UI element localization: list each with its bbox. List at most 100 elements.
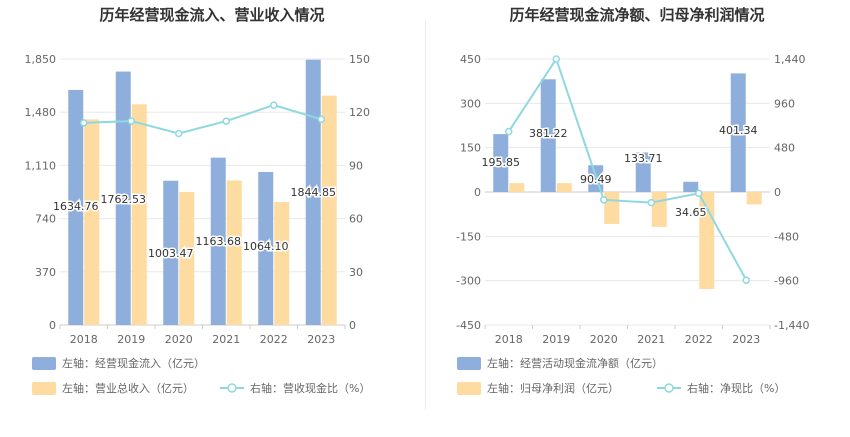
right-bar-primary — [683, 181, 699, 192]
left-data-label: 1634.76 — [53, 200, 99, 213]
left-ratio-point — [127, 117, 135, 125]
left-data-label: 1762.53 — [101, 193, 147, 206]
right-y-left-tick: 0 — [474, 186, 481, 199]
chart-panel-right: 历年经营现金流净额、归母净利润情况 -450 -300 -150 0 150 300 450 -… — [425, 0, 850, 437]
left-x-tick-label: 2020 — [165, 333, 193, 346]
left-y-left-tick: 370 — [35, 266, 56, 279]
right-legend-swatch-point — [664, 383, 674, 393]
left-ratio-point — [175, 129, 183, 138]
left-legend-label: 右轴：营收现金比（%） — [250, 381, 370, 395]
left-bar-secondary — [226, 180, 242, 325]
left-data-label: 1163.68 — [196, 235, 242, 248]
right-bar-secondary — [651, 192, 667, 227]
left-legend-swatch-point — [227, 383, 237, 393]
left-bar-secondary — [274, 202, 290, 325]
right-bar-primary — [730, 73, 746, 192]
right-y-right-tick: -960 — [774, 275, 799, 288]
right-legend-swatch — [457, 382, 481, 395]
left-y-left-tick: 1,480 — [25, 106, 57, 119]
left-y-right-tick: 30 — [349, 266, 363, 279]
chart-panel-left: 历年经营现金流入、营业收入情况 0 370 740 1,110 1,480 1,850 0 30… — [25, 6, 370, 395]
left-legend-swatch — [32, 357, 56, 370]
right-y-left-tick: -300 — [456, 275, 481, 288]
right-y-left-tick: -450 — [456, 319, 481, 332]
left-y-left-tick: 1,850 — [25, 53, 57, 66]
left-data-label: 1003.47 — [148, 247, 194, 260]
right-y-left-tick: 450 — [460, 53, 481, 66]
left-bar-primary — [115, 71, 131, 325]
left-y-left-tick: 0 — [49, 319, 56, 332]
right-bar-primary — [635, 152, 651, 192]
right-ratio-point — [695, 189, 703, 198]
left-ratio-point — [317, 115, 325, 124]
left-chart-title: 历年经营现金流入、营业收入情况 — [99, 6, 324, 24]
right-y-right-tick: -1,440 — [774, 319, 809, 332]
left-ratio-line — [83, 104, 322, 135]
chart-right: 历年经营现金流净额、归母净利润情况 -450 -300 -150 0 150 300 450 -… — [456, 6, 809, 395]
left-x-tick-label: 2023 — [307, 333, 335, 346]
right-bar-primary — [540, 79, 556, 192]
right-y-left-tick: 150 — [460, 142, 481, 155]
left-x-tick-label: 2022 — [260, 333, 288, 346]
left-bar-primary — [258, 171, 274, 325]
right-legend-label: 右轴：净现比（%） — [687, 381, 785, 395]
right-ratio-point — [600, 196, 608, 204]
right-bar-secondary — [604, 192, 620, 224]
left-bar-secondary — [131, 104, 147, 325]
left-bar-secondary — [321, 95, 337, 326]
right-x-tick-label: 2022 — [685, 333, 713, 346]
right-data-label: 34.65 — [675, 206, 707, 219]
left-y-right-tick: 150 — [349, 53, 370, 66]
left-x-tick-label: 2018 — [70, 333, 98, 346]
left-legend-label: 左轴：营业总收入（亿元） — [62, 381, 194, 395]
right-x-tick-label: 2023 — [732, 333, 760, 346]
left-x-tick-label: 2021 — [212, 333, 240, 346]
right-y-left-tick: -150 — [456, 230, 481, 243]
right-y-right-tick: 480 — [774, 142, 795, 155]
right-data-label: 195.85 — [482, 156, 521, 169]
right-bar-secondary — [509, 183, 525, 192]
right-chart-title: 历年经营现金流净额、归母净利润情况 — [509, 6, 764, 24]
left-data-label: 1064.10 — [243, 240, 289, 253]
right-bar-secondary — [556, 183, 572, 192]
right-ratio-point — [647, 198, 655, 207]
right-y-right-tick: 1,440 — [774, 53, 806, 66]
right-data-label: 90.49 — [580, 173, 612, 186]
panel-divider — [425, 20, 426, 410]
left-y-left-tick: 740 — [35, 213, 56, 226]
left-bar-primary — [305, 59, 321, 326]
right-ratio-point — [505, 127, 513, 136]
left-y-left-tick: 1,110 — [25, 159, 57, 172]
right-y-left-tick: 300 — [460, 97, 481, 110]
left-bar-primary — [68, 89, 84, 325]
right-ratio-point — [742, 276, 750, 284]
right-data-label: 133.71 — [624, 152, 663, 165]
left-legend-swatch — [32, 382, 56, 395]
right-x-tick-label: 2018 — [495, 333, 523, 346]
right-ratio-point — [552, 55, 560, 63]
left-ratio-point — [80, 119, 88, 127]
left-data-label: 1844.85 — [291, 186, 337, 199]
right-y-right-tick: 0 — [774, 186, 781, 199]
left-bar-primary — [210, 157, 226, 325]
right-y-right-tick: -480 — [774, 230, 799, 243]
right-x-tick-label: 2021 — [637, 333, 665, 346]
left-ratio-point — [270, 101, 278, 109]
left-x-tick-label: 2019 — [117, 333, 145, 346]
left-ratio-point — [222, 117, 230, 125]
left-y-right-tick: 0 — [349, 319, 356, 332]
right-bar-secondary — [746, 192, 762, 205]
left-y-right-tick: 60 — [349, 213, 363, 226]
left-legend-label: 左轴：经营现金流入（亿元） — [62, 356, 205, 370]
right-x-tick-label: 2020 — [590, 333, 618, 346]
chart-left: 历年经营现金流入、营业收入情况 0 370 740 1,110 1,480 1,850 0 30… — [25, 6, 370, 395]
left-y-right-tick: 120 — [349, 106, 370, 119]
left-y-right-tick: 90 — [349, 159, 363, 172]
right-ratio-line — [507, 56, 748, 281]
right-legend-swatch — [457, 357, 481, 370]
right-bar-primary — [493, 134, 509, 192]
left-bar-primary — [163, 180, 179, 325]
left-bar-secondary — [84, 119, 100, 325]
right-data-label: 381.22 — [529, 127, 568, 140]
right-legend-label: 左轴：归母净利润（亿元） — [487, 381, 619, 395]
